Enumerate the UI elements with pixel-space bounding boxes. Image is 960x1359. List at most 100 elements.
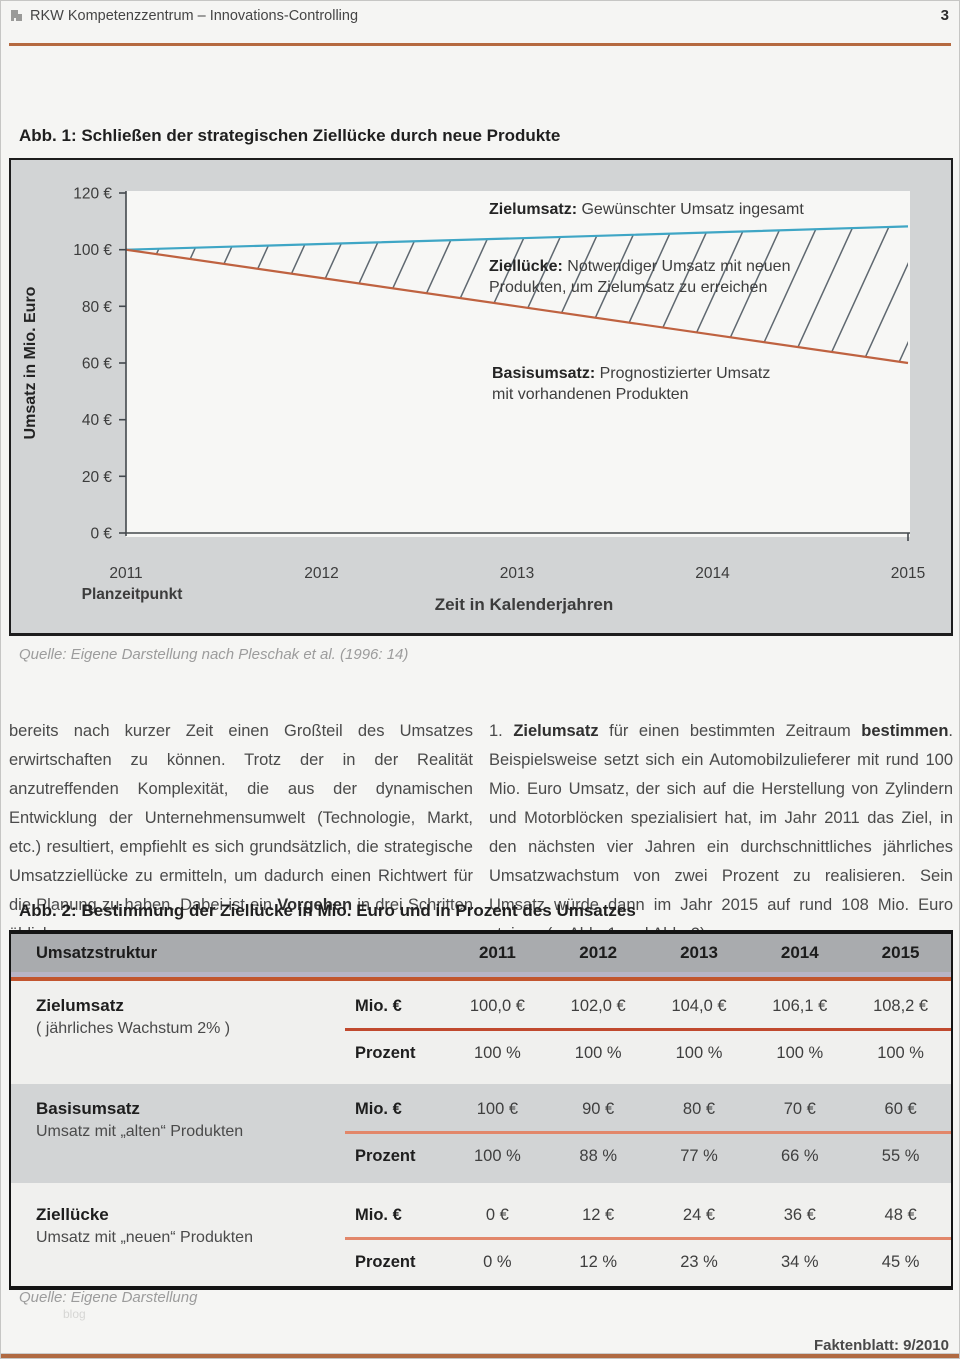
table-cell: 24 € [682,1205,716,1224]
table-cell: 90 € [582,1099,615,1118]
table-cell: 100 % [776,1043,824,1062]
footer-rule [1,1354,959,1358]
table-cell: 108,2 € [873,996,929,1015]
table-cell: 100 % [474,1146,521,1165]
annotation-ziellueche: Ziellücke: Notwendiger Umsatz mit neuen … [489,256,819,298]
row-group-label: Ziellücke Umsatz mit „neuen“ Produkten [11,1199,345,1286]
figure2-title: Abb. 2: Bestimmung der Ziellücke in Mio.… [19,901,636,920]
svg-text:2015: 2015 [891,565,925,582]
footer-thin-rule [1,1353,959,1354]
row-divider [345,1237,951,1240]
body-left-paragraph: bereits nach kurzer Zeit einen Großteil … [9,717,473,949]
figure1-chart: Umsatz in Mio. Euro 0 €20 €40 €60 €80 €1… [9,158,953,636]
table-accent-strip-lavender [11,972,951,977]
table-row-prozent: Prozent 100 % 88 % 77 % 66 % 55 % [345,1140,951,1172]
row-header: Prozent [355,1146,416,1165]
table-row-mio: Mio. € 100,0 € 102,0 € 104,0 € 106,1 € 108,2 … [345,990,951,1022]
svg-text:2012: 2012 [304,565,338,582]
annotation-zielumsatz-label: Zielumsatz: [489,201,578,218]
table-cell: 106,1 € [772,996,828,1015]
row-group-values: Mio. € 100,0 € 102,0 € 104,0 € 106,1 € 108,2 … [345,990,951,1084]
table-row-group: Zielumsatz ( jährliches Wachstum 2% ) Mio.… [11,981,951,1084]
row-header: Prozent [355,1043,416,1062]
row-divider [345,1131,951,1134]
row-group-title: Zielumsatz [36,996,124,1015]
table-row-mio: Mio. € 100 € 90 € 80 € 70 € 60 € [345,1093,951,1125]
svg-text:2011: 2011 [109,565,142,582]
table-row-group: Ziellücke Umsatz mit „neuen“ Produkten Mio… [11,1183,951,1286]
row-header: Mio. € [355,1205,402,1224]
row-group-label: Basisumsatz Umsatz mit „alten“ Produkten [11,1093,345,1183]
table-cell: 100,0 € [469,996,525,1015]
table-cell: 0 % [483,1252,512,1271]
chart-canvas: 0 € 20 € 40 € 60 € 80 € 100 € 120 € 2011 2012 201… [73,186,925,615]
table-cell: 48 € [884,1205,917,1224]
annotation-basisumsatz-label: Basisumsatz: [492,365,596,382]
table-cell: 12 € [582,1205,615,1224]
figure1-title: Abb. 1: Schließen der strategischen Ziel… [19,126,561,145]
annotation-zielumsatz: Zielumsatz: Gewünschter Umsatz ingesamt [489,199,829,220]
row-header: Mio. € [355,1099,402,1118]
emphasized-text: bestimmen [861,721,949,740]
row-group-values: Mio. € 0 € 12 € 24 € 36 € 48 € Prozent 0 % 12 % 2… [345,1199,951,1286]
row-header: Mio. € [355,996,402,1015]
table-row-group: Basisumsatz Umsatz mit „alten“ Produkten M… [11,1084,951,1183]
annotation-ziellueche-label: Ziellücke: [489,258,563,275]
table-row-prozent: Prozent 100 % 100 % 100 % 100 % 100 % [345,1037,951,1069]
table-cell: 0 € [485,1205,509,1224]
watermark: blog [63,1307,86,1321]
text-run: . Beispielsweise setzt sich ein Automobi… [489,721,953,943]
table-cell: 66 % [780,1146,819,1165]
header-rule [9,43,951,46]
table-cell: 100 € [476,1099,519,1118]
text-run: für einen bestimmten Zeitraum [598,721,862,740]
table-header-label: Umsatzstruktur [36,943,158,962]
svg-text:120 €: 120 € [73,186,112,203]
annotation-basisumsatz-desc: Prognostizierter Umsatz mit vorhandenen … [492,365,771,403]
table-cell: 100 % [474,1043,521,1062]
row-group-subtitle: Umsatz mit „neuen“ Produkten [36,1229,253,1246]
svg-text:20 €: 20 € [82,469,113,486]
annotation-ziellueche-desc: Notwendiger Umsatz mit neuen Produkten, … [489,258,791,296]
table-cell: 102,0 € [570,996,626,1015]
row-group-label: Zielumsatz ( jährliches Wachstum 2% ) [11,990,345,1084]
table-cell: 77 % [680,1146,718,1165]
table-row-mio: Mio. € 0 € 12 € 24 € 36 € 48 € [345,1199,951,1231]
table-cell: 104,0 € [671,996,727,1015]
svg-text:2014: 2014 [695,565,730,582]
table-cell: 23 % [680,1252,718,1271]
page-number: 3 [940,7,949,24]
emphasized-text: Zielumsatz [513,721,599,740]
text-run: bereits nach kurzer Zeit einen Großteil … [9,721,473,914]
table-header-year: 2015 [881,943,920,962]
table-cell: 55 % [881,1146,920,1165]
body-right-paragraph: 1. Zielumsatz für einen bestimmten Zeitr… [489,717,953,949]
svg-text:Zeit in Kalenderjahren: Zeit in Kalenderjahren [435,595,614,614]
emphasized-text: Vorgehen [277,895,353,914]
table-row-prozent: Prozent 0 % 12 % 23 % 34 % 45 % [345,1246,951,1278]
annotation-zielumsatz-desc: Gewünschter Umsatz ingesamt [581,201,804,218]
row-group-title: Basisumsatz [36,1099,140,1118]
table-accent-strip-orange [11,977,951,981]
table-header-year: 2014 [780,943,819,962]
table-cell: 100 % [574,1043,622,1062]
table-cell: 36 € [783,1205,816,1224]
row-group-subtitle: Umsatz mit „alten“ Produkten [36,1123,244,1140]
table-header-row: Umsatzstruktur 2011 2012 2013 2014 2015 [11,934,951,972]
table-cell: 100 % [877,1043,924,1062]
svg-text:60 €: 60 € [82,356,113,373]
table-cell: 60 € [884,1099,917,1118]
header-title: RKW Kompetenzzentrum – Innovations-Contr… [30,8,359,24]
table-cell: 100 % [675,1043,723,1062]
figure2-table: Umsatzstruktur 2011 2012 2013 2014 2015 … [9,930,953,1290]
annotation-basisumsatz: Basisumsatz: Prognostizierter Umsatz mit… [492,363,782,405]
row-header: Prozent [355,1252,416,1271]
table-cell: 45 % [881,1252,920,1271]
svg-text:100 €: 100 € [73,242,112,259]
rkw-logo-icon [11,10,22,21]
table-header-year: 2013 [680,943,718,962]
svg-text:80 €: 80 € [82,299,113,316]
table-header-year: 2011 [478,943,516,962]
figure1-source: Quelle: Eigene Darstellung nach Pleschak… [19,646,409,663]
